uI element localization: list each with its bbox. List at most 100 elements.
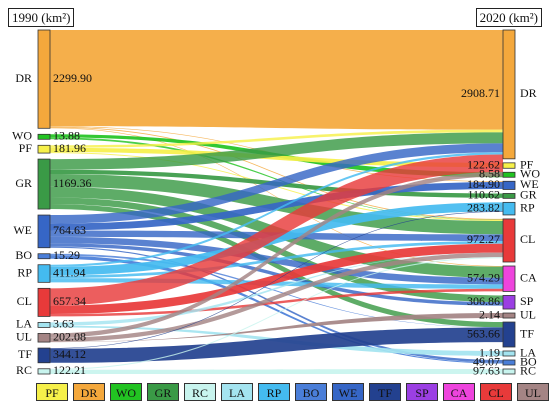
right-code-la: LA xyxy=(520,345,536,359)
right-code-sp: SP xyxy=(520,294,534,308)
right-node-ca xyxy=(502,265,516,292)
left-value-bo: 15.29 xyxy=(53,248,80,262)
right-node-rp xyxy=(502,201,516,216)
flow-we-to-we xyxy=(50,181,503,231)
right-value-wo: 8.58 xyxy=(479,167,500,181)
flow-tf-to-rp xyxy=(50,211,503,349)
left-value-gr: 1169.36 xyxy=(53,176,92,190)
left-value-dr: 2299.90 xyxy=(53,71,92,85)
flow-la-to-cl xyxy=(50,252,503,326)
right-code-ul: UL xyxy=(520,307,536,321)
flow-cl-to-cl xyxy=(50,243,503,314)
left-code-dr: DR xyxy=(15,71,32,85)
left-value-la: 3.63 xyxy=(53,317,74,331)
right-node-wo xyxy=(502,171,516,178)
legend-item-cl: CL xyxy=(480,383,512,401)
right-node-sp xyxy=(502,295,516,310)
right-value-ul: 2.14 xyxy=(479,307,500,321)
left-node-rc xyxy=(37,368,51,375)
right-node-pf xyxy=(502,162,516,169)
right-code-we: WE xyxy=(520,177,539,191)
flow-dr-to-ca xyxy=(50,127,503,267)
left-year-label: 1990 (km²) xyxy=(8,8,75,27)
left-node-pf xyxy=(37,144,51,154)
left-value-wo: 13.88 xyxy=(53,129,80,143)
left-node-we xyxy=(37,214,51,249)
legend: PF DR WO GR RC LA RP BO WE TF SP CA CL UL xyxy=(36,383,549,403)
left-code-ul: UL xyxy=(16,330,32,344)
right-node-ul xyxy=(502,312,516,319)
right-code-wo: WO xyxy=(520,167,540,181)
flow-bo-to-bo xyxy=(50,255,503,364)
flow-ul-to-ul xyxy=(50,313,503,343)
left-code-tf: TF xyxy=(18,347,32,361)
flow-gr-to-sp xyxy=(50,197,503,303)
flow-gr-to-dr xyxy=(50,132,503,170)
left-code-wo: WO xyxy=(12,129,32,143)
right-node-rc xyxy=(502,368,516,375)
left-node-gr xyxy=(37,158,51,210)
left-node-rp xyxy=(37,264,51,283)
right-value-we: 184.90 xyxy=(467,177,500,191)
left-value-ul: 202.08 xyxy=(53,330,86,344)
left-code-rc: RC xyxy=(16,363,32,377)
right-code-rp: RP xyxy=(520,200,535,214)
flow-we-to-sp xyxy=(50,243,503,306)
left-code-pf: PF xyxy=(19,141,33,155)
left-value-tf: 344.12 xyxy=(53,347,86,361)
flow-cl-to-dr xyxy=(50,154,503,306)
right-code-ca: CA xyxy=(520,270,537,284)
legend-item-pf: PF xyxy=(36,383,68,401)
right-code-tf: TF xyxy=(520,326,534,340)
left-node-ul xyxy=(37,333,51,343)
legend-item-gr: GR xyxy=(147,383,179,401)
right-value-dr: 2908.71 xyxy=(461,86,500,100)
legend-item-rc: RC xyxy=(184,383,216,401)
node-labels: DR 2299.90 WO 13.88 PF 181.96 GR 1169.36 WE 764.6… xyxy=(12,71,540,377)
flow-rc-to-cl xyxy=(50,257,503,370)
left-node-cl xyxy=(37,287,51,317)
flow-we-to-bo xyxy=(50,246,503,363)
right-code-cl: CL xyxy=(520,232,535,246)
legend-item-ul: UL xyxy=(517,383,549,401)
right-code-dr: DR xyxy=(520,86,537,100)
right-value-tf: 563.66 xyxy=(467,326,500,340)
flow-we-to-dr xyxy=(50,143,503,224)
flow-tf-to-tf xyxy=(50,327,503,363)
nodes xyxy=(37,29,516,375)
flow-gr-to-tf xyxy=(50,203,503,328)
flow-rp-to-cl xyxy=(50,240,503,279)
flow-pf-to-dr xyxy=(50,129,503,148)
legend-item-la: LA xyxy=(221,383,253,401)
left-node-la xyxy=(37,322,51,328)
right-value-rc: 97.63 xyxy=(473,363,500,377)
legend-item-dr: DR xyxy=(73,383,105,401)
flow-cl-to-ca xyxy=(50,288,503,317)
flow-pf-to-pf xyxy=(50,147,503,168)
right-code-pf: PF xyxy=(520,157,534,171)
left-value-cl: 657.34 xyxy=(53,294,86,308)
legend-item-rp: RP xyxy=(258,383,290,401)
flow-rp-to-rp xyxy=(50,202,503,276)
left-code-gr: GR xyxy=(15,176,32,190)
right-value-pf: 122.62 xyxy=(467,157,500,171)
legend-item-tf: TF xyxy=(369,383,401,401)
right-value-rp: 283.82 xyxy=(467,200,500,214)
left-value-we: 764.63 xyxy=(53,223,86,237)
left-value-rc: 122.21 xyxy=(53,363,86,377)
flow-wo-to-cl xyxy=(50,137,503,221)
left-code-cl: CL xyxy=(17,294,32,308)
right-value-la: 1.19 xyxy=(479,345,500,359)
flow-dr-to-cl xyxy=(50,126,503,220)
flow-links xyxy=(50,30,503,374)
right-year-label: 2020 (km²) xyxy=(475,8,542,27)
legend-item-sp: SP xyxy=(406,383,438,401)
right-node-we xyxy=(502,180,516,190)
flow-dr-to-dr xyxy=(50,30,503,130)
left-node-dr xyxy=(37,29,51,129)
flow-ul-to-dr xyxy=(50,172,503,338)
left-node-tf xyxy=(37,347,51,364)
right-code-gr: GR xyxy=(520,188,537,202)
left-code-we: WE xyxy=(13,223,32,237)
